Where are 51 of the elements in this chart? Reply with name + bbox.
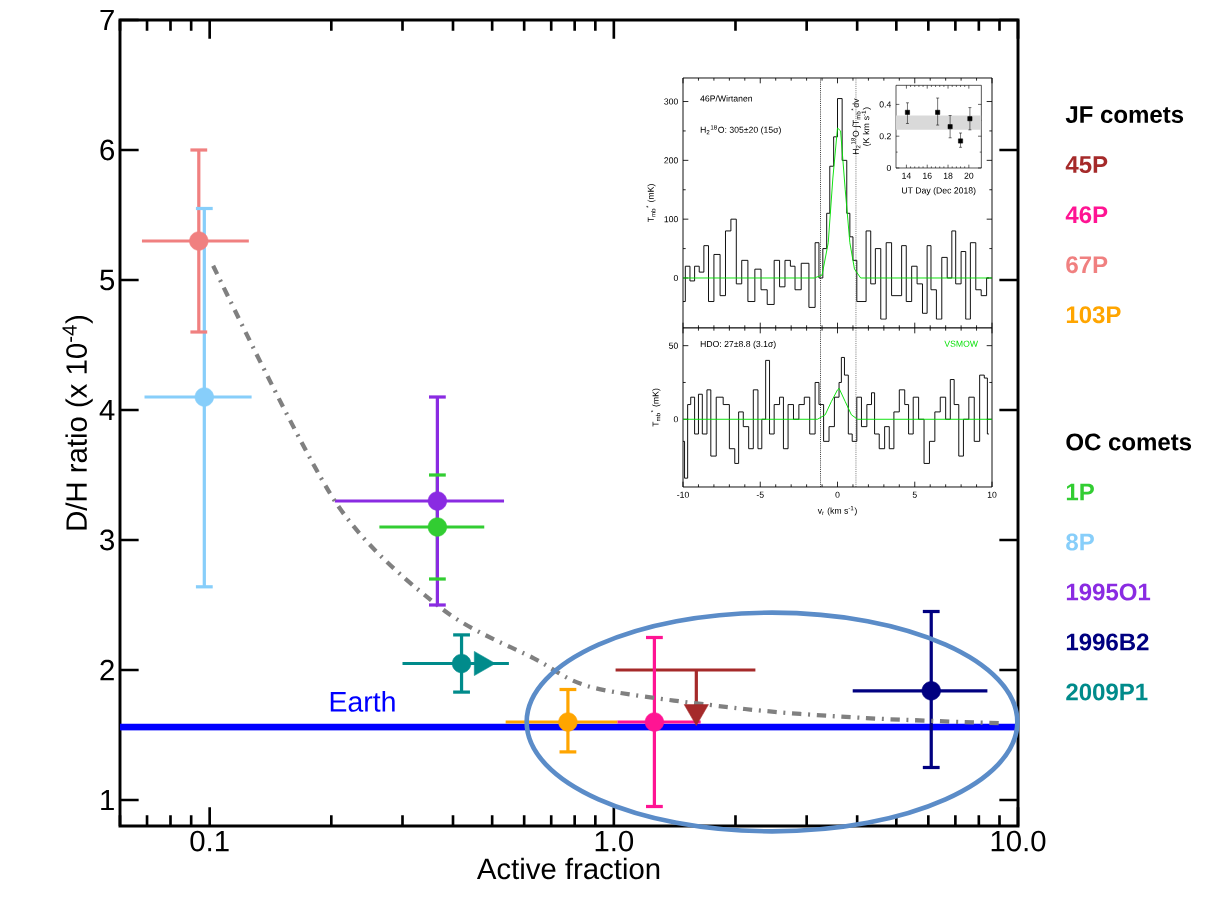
annotation: H$_{2}$$^{18}$O: 305±20 (15σ) [700,125,781,135]
text: 103P [1066,306,1121,324]
x-axis-title: UT Day (Dec 2018) [902,187,976,196]
x-tick-label: 16 [923,172,932,179]
text: OC comets [1066,433,1192,451]
x-tick-label: 14 [902,172,911,179]
x-tick-label: 10.0 [991,830,1046,852]
text: JF comets [1065,106,1184,124]
annotation: 46P/Wirtanen [700,95,753,102]
y-tick-label: 50 [669,342,678,349]
x-tick-label: 0.1 [190,830,229,852]
y-tick-label: 1 [101,789,114,811]
y-tick-label: 0 [673,274,678,282]
y-tick-label: 100 [664,216,678,223]
ref-line-label: Earth [330,690,395,712]
x-tick-label: 1.0 [595,830,634,852]
text: 46P [1065,206,1108,224]
x-axis-title: v$_{r}$ (km s$^{-1}$) [817,506,857,516]
text: VSMOW [944,340,978,347]
y-tick-label: 200 [664,157,678,164]
annotation: HDO: 27±8.8 (3.1σ) [700,340,776,349]
x-tick-label: 10 [987,491,997,498]
text: 45P [1065,156,1108,174]
y-tick-label: 4 [99,399,115,421]
y-tick-label: 0 [886,164,891,172]
x-tick-label: 5 [912,491,917,498]
x-tick-label: 20 [964,172,974,179]
x-axis-title: Active fraction [476,857,660,880]
x-tick-label: 0 [835,491,840,498]
y-tick-label: 7 [100,9,114,31]
y-axis-title: T$_{mb}$$^{*}$ (mK) [651,388,661,427]
text: 1995O1 [1066,583,1151,601]
y-tick-label: 0 [673,416,678,423]
text: 1996B2 [1066,633,1149,651]
y-tick-label: 0.4 [879,101,892,108]
text: 67P [1066,256,1108,274]
y-axis-title: D/H ratio (x 10$^{-4}$) [62,315,93,530]
y-tick-label: 300 [664,98,678,105]
x-tick-label: -10 [677,491,689,498]
y-tick-label: 2 [100,659,114,681]
x-tick-label: -5 [756,491,764,498]
y-tick-label: 5 [100,269,115,291]
y-axis-title: T$_{mb}$$^{*}$ (mK) [646,184,656,223]
text: 2009P1 [1066,683,1148,701]
x-tick-label: 18 [943,172,953,179]
text: H$_{2}$$^{18}$O ∫T$_{mb}$$^{*}$dv (K km s$^{-1}$) [851,98,871,155]
text: 8P [1066,533,1094,551]
y-tick-label: 3 [100,529,115,551]
y-tick-label: 0.2 [879,133,891,140]
text: 1P [1066,483,1094,501]
y-tick-label: 6 [100,139,115,161]
